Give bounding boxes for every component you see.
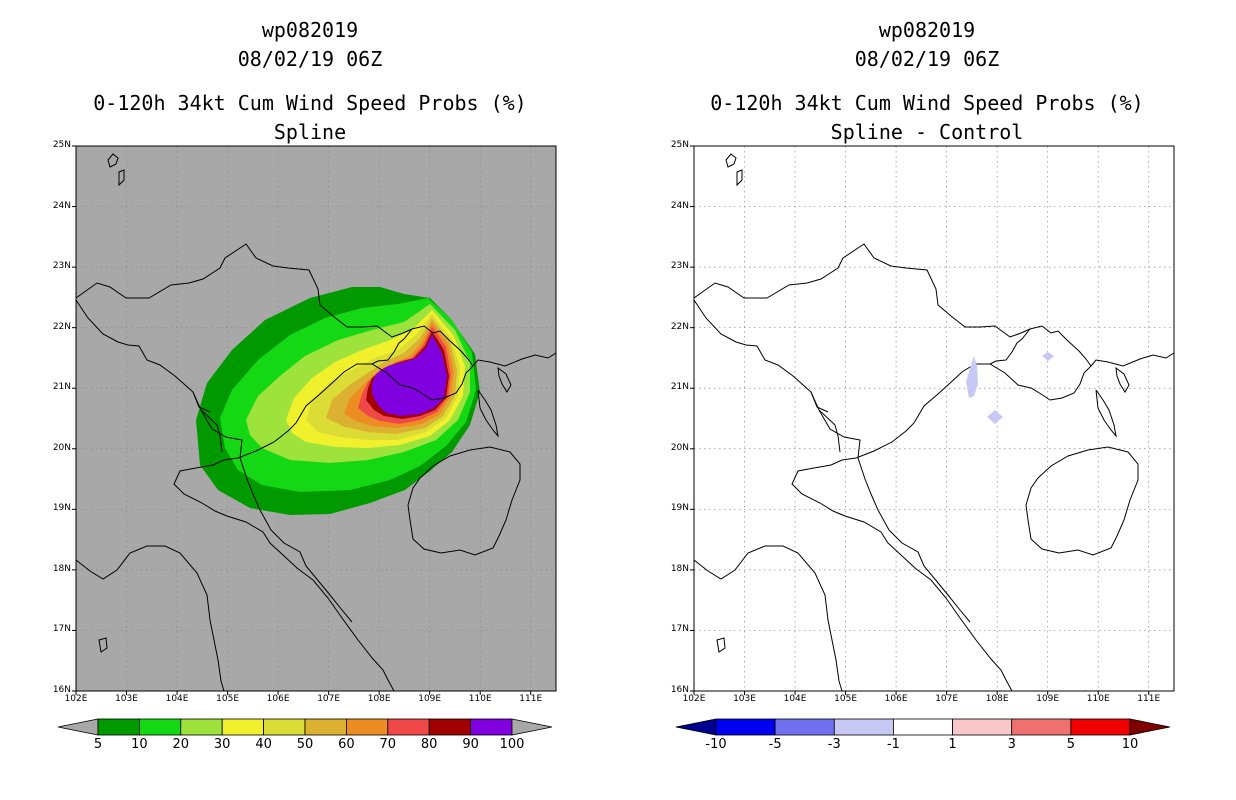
right-map [690, 146, 1174, 695]
left-y-tick-label: 25N [41, 140, 71, 150]
right-x-tick-label: 111E [1129, 694, 1169, 704]
right-y-tick-label: 23N [659, 261, 689, 271]
right-colorbar-label: 3 [992, 737, 1032, 752]
left-colorbar-label: 40 [244, 737, 284, 752]
left-colorbar-swatch [388, 719, 429, 735]
right-colorbar-label: -10 [696, 737, 736, 752]
left-x-tick-label: 110E [460, 694, 500, 704]
left-colorbar-label: 5 [78, 737, 118, 752]
right-map-background [694, 146, 1174, 691]
right-x-tick-label: 104E [775, 694, 815, 704]
left-y-tick-label: 16N [41, 685, 71, 695]
right-x-tick-label: 103E [725, 694, 765, 704]
left-x-tick-label: 108E [359, 694, 399, 704]
right-colorbar-low-end [676, 719, 716, 735]
right-colorbar-swatch [716, 719, 775, 735]
right-x-tick-label: 109E [1028, 694, 1068, 704]
right-y-tick-label: 25N [659, 140, 689, 150]
left-colorbar [58, 719, 552, 735]
left-colorbar-swatch [264, 719, 305, 735]
right-colorbar-swatch [893, 719, 952, 735]
left-colorbar-label: 90 [451, 737, 491, 752]
left-x-tick-label: 103E [107, 694, 147, 704]
right-x-tick-label: 102E [674, 694, 714, 704]
left-y-tick-label: 17N [41, 624, 71, 634]
left-y-tick-label: 18N [41, 564, 71, 574]
left-colorbar-swatch [429, 719, 470, 735]
left-colorbar-label: 60 [326, 737, 366, 752]
right-colorbar-label: -3 [814, 737, 854, 752]
right-colorbar-swatch [1071, 719, 1130, 735]
map-figure [0, 0, 1236, 800]
left-colorbar-swatch [305, 719, 346, 735]
left-y-tick-label: 20N [41, 443, 71, 453]
left-colorbar-label: 20 [161, 737, 201, 752]
left-x-tick-label: 105E [208, 694, 248, 704]
left-x-tick-label: 107E [309, 694, 349, 704]
right-y-tick-label: 16N [659, 685, 689, 695]
right-colorbar-swatch [834, 719, 893, 735]
right-colorbar-swatch [775, 719, 834, 735]
left-colorbar-label: 10 [119, 737, 159, 752]
left-y-tick-label: 23N [41, 261, 71, 271]
right-colorbar-label: -5 [755, 737, 795, 752]
left-x-tick-label: 109E [410, 694, 450, 704]
left-x-tick-label: 111E [511, 694, 551, 704]
left-colorbar-low-end [58, 719, 98, 735]
left-colorbar-swatch [222, 719, 263, 735]
right-x-tick-label: 105E [826, 694, 866, 704]
right-y-tick-label: 24N [659, 201, 689, 211]
left-colorbar-swatch [181, 719, 222, 735]
left-x-tick-label: 102E [56, 694, 96, 704]
right-y-tick-label: 20N [659, 443, 689, 453]
right-colorbar-high-end [1130, 719, 1170, 735]
left-colorbar-swatch [139, 719, 180, 735]
left-colorbar-swatch [471, 719, 512, 735]
left-y-tick-label: 21N [41, 382, 71, 392]
left-x-tick-label: 104E [157, 694, 197, 704]
left-map [72, 146, 556, 695]
right-colorbar [676, 719, 1170, 735]
right-x-tick-label: 107E [927, 694, 967, 704]
left-y-tick-label: 22N [41, 322, 71, 332]
right-colorbar-label: -1 [873, 737, 913, 752]
right-y-tick-label: 18N [659, 564, 689, 574]
right-colorbar-label: 5 [1051, 737, 1091, 752]
right-colorbar-label: 1 [933, 737, 973, 752]
right-x-tick-label: 108E [977, 694, 1017, 704]
left-y-axis [72, 146, 76, 691]
left-colorbar-high-end [512, 719, 552, 735]
right-y-tick-label: 21N [659, 382, 689, 392]
left-y-tick-label: 19N [41, 503, 71, 513]
right-x-tick-label: 110E [1078, 694, 1118, 704]
right-y-tick-label: 17N [659, 624, 689, 634]
left-y-tick-label: 24N [41, 201, 71, 211]
left-colorbar-label: 100 [492, 737, 532, 752]
left-colorbar-label: 80 [409, 737, 449, 752]
right-colorbar-swatch [1012, 719, 1071, 735]
left-x-tick-label: 106E [258, 694, 298, 704]
left-colorbar-swatch [98, 719, 139, 735]
right-y-tick-label: 19N [659, 503, 689, 513]
right-x-tick-label: 106E [876, 694, 916, 704]
left-colorbar-swatch [346, 719, 387, 735]
left-colorbar-label: 30 [202, 737, 242, 752]
right-y-tick-label: 22N [659, 322, 689, 332]
right-y-axis [690, 146, 694, 691]
right-colorbar-swatch [953, 719, 1012, 735]
left-colorbar-label: 70 [368, 737, 408, 752]
left-colorbar-label: 50 [285, 737, 325, 752]
right-colorbar-label: 10 [1110, 737, 1150, 752]
